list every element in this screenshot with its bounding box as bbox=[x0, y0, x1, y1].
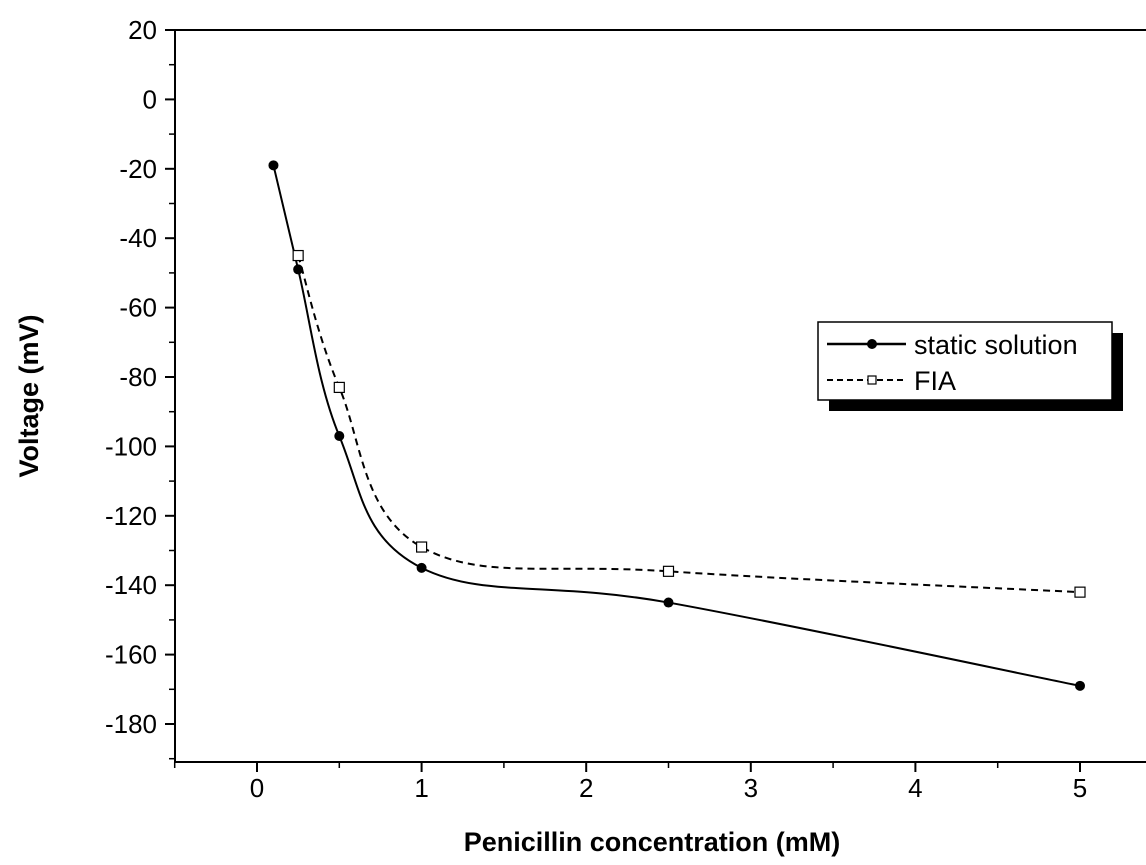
y-tick-label: -180 bbox=[105, 709, 157, 739]
point-static-solution bbox=[334, 430, 345, 441]
legend-label-static: static solution bbox=[914, 330, 1078, 360]
point-fia bbox=[1074, 586, 1086, 598]
y-tick-label: -100 bbox=[105, 431, 157, 461]
point-static-solution bbox=[268, 160, 279, 171]
point-static-solution bbox=[416, 562, 427, 573]
plot-frame bbox=[174, 29, 1146, 763]
point-fia bbox=[292, 249, 304, 262]
x-tick-label: 0 bbox=[250, 773, 264, 803]
series-line-fia bbox=[297, 255, 1081, 594]
x-tick-label: 3 bbox=[744, 773, 758, 803]
x-axis-ticks: 0 1 2 3 4 5 bbox=[173, 762, 1087, 803]
y-tick-label: -60 bbox=[119, 293, 157, 323]
y-tick-label: -120 bbox=[105, 501, 157, 531]
y-tick-label: -160 bbox=[105, 640, 157, 670]
point-fia bbox=[333, 381, 345, 394]
legend-marker-static bbox=[867, 339, 877, 349]
x-tick-label: 1 bbox=[414, 773, 428, 803]
legend: static solution FIA bbox=[817, 321, 1123, 411]
y-tick-label: 0 bbox=[143, 84, 157, 114]
y-tick-label: 20 bbox=[128, 15, 157, 45]
legend-marker-fia bbox=[867, 375, 877, 385]
point-fia bbox=[416, 541, 428, 553]
x-tick-label: 4 bbox=[908, 773, 922, 803]
series-layer bbox=[268, 160, 1086, 691]
y-axis-ticks: 20 0 -20 -40 -60 -80 -100 -120 -140 -160 -180 bbox=[105, 15, 175, 760]
x-tick-label: 2 bbox=[579, 773, 593, 803]
y-tick-label: -140 bbox=[105, 570, 157, 600]
series-line-static-solution bbox=[272, 165, 1081, 687]
x-tick-label: 5 bbox=[1073, 773, 1087, 803]
point-static-solution bbox=[663, 597, 674, 608]
point-static-solution bbox=[293, 264, 304, 275]
y-tick-label: -80 bbox=[119, 362, 157, 392]
legend-box bbox=[817, 321, 1113, 401]
point-static-solution bbox=[1075, 680, 1085, 691]
y-tick-label: -40 bbox=[119, 223, 157, 253]
x-axis-title: Penicillin concentration (mM) bbox=[464, 827, 841, 857]
point-fia bbox=[662, 565, 675, 577]
y-axis-title: Voltage (mV) bbox=[14, 314, 44, 477]
y-tick-label: -20 bbox=[119, 154, 157, 184]
legend-label-fia: FIA bbox=[914, 366, 956, 396]
